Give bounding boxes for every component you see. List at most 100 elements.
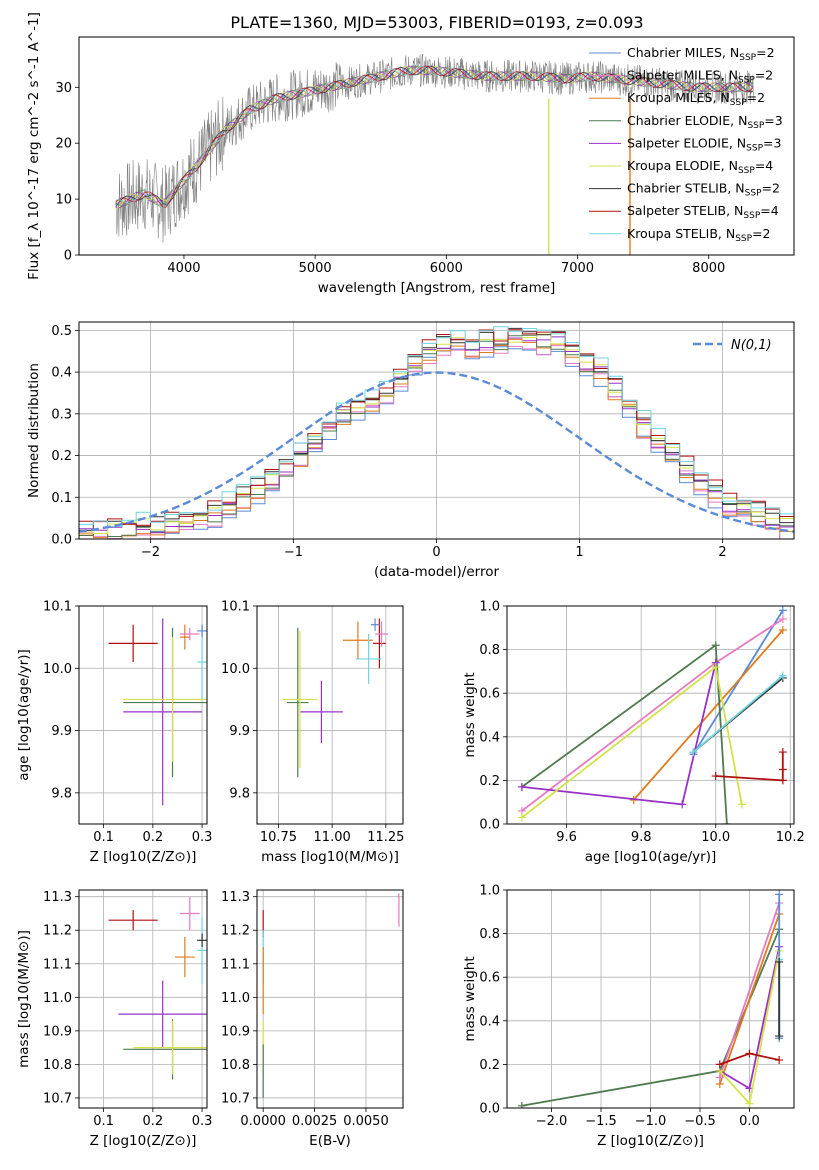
y-tick-label: 10 <box>55 193 72 208</box>
x-tick-label: −1.5 <box>585 1114 617 1129</box>
errorbar-point-2 <box>375 621 388 647</box>
errorbar-point-0 <box>108 910 158 931</box>
x-axis-label: wavelength [Angstrom, rest frame] <box>318 280 556 296</box>
x-tick-label: 10.75 <box>260 830 297 845</box>
y-tick-label: 11.0 <box>43 991 72 1006</box>
errorbar-point-1 <box>175 936 195 978</box>
series-line-8 <box>692 675 784 753</box>
y-tick-label: 9.9 <box>51 724 72 739</box>
spectrum-data-line <box>115 53 755 243</box>
plot-area <box>79 326 794 539</box>
x-tick-label: 0.2 <box>143 830 164 845</box>
errorbar-point-0 <box>108 624 158 663</box>
x-axis-label: E(B-V) <box>309 1133 351 1149</box>
series-marker <box>722 820 731 824</box>
x-tick-label: −1 <box>284 545 303 560</box>
y-tick-label: 20 <box>55 137 72 152</box>
series-marker <box>517 782 526 791</box>
x-tick-label: −2 <box>141 545 160 560</box>
model-line-7 <box>115 65 754 208</box>
y-tick-label: 11.2 <box>43 924 72 939</box>
y-tick-label: 11.0 <box>221 991 250 1006</box>
chart-5: 0.1 0.2 0.3 10.7 10.8 10.9 11.0 11.1 11.2 11.3 Z [… <box>16 889 212 1149</box>
y-tick-label: 0.0 <box>479 1102 500 1117</box>
errorbar-point-4 <box>197 624 207 638</box>
legend-suffix: =3 <box>764 113 782 128</box>
legend-suffix: =2 <box>747 90 765 105</box>
series-line-1 <box>718 913 781 1085</box>
y-tick-label: 9.8 <box>51 786 72 801</box>
y-tick-label: 9.8 <box>229 786 250 801</box>
errorbar-point-7 <box>123 637 207 762</box>
y-tick-label: 10.0 <box>221 662 250 677</box>
legend-entry: Kroupa STELIB, NSSP=2 <box>627 226 771 244</box>
normal-curve <box>79 371 794 533</box>
model-line-6 <box>115 65 754 207</box>
series-line-1 <box>521 618 784 812</box>
axes-frame <box>506 605 795 825</box>
legend-suffix: =2 <box>756 45 774 60</box>
legend-entry: Salpeter ELODIE, NSSP=3 <box>627 135 781 153</box>
legend-subscript: SSP <box>743 211 760 221</box>
errorbar-point-5 <box>123 618 203 806</box>
y-tick-label: 11.3 <box>221 890 250 905</box>
x-tick-label: 6000 <box>430 261 463 276</box>
y-tick-label: 0 <box>64 249 72 264</box>
series-marker <box>745 1099 754 1108</box>
chart-6: 0.0000 0.0025 0.0050 10.7 10.8 10.9 11.0 11.1 11… <box>221 889 404 1149</box>
histogram-2 <box>79 338 794 539</box>
y-tick-label: 0.0 <box>479 818 500 833</box>
plot-area <box>262 893 400 1098</box>
y-axis-label: mass [log10(M/M⊙)] <box>16 930 32 1068</box>
x-tick-label: 0.1 <box>93 1114 114 1129</box>
x-tick-label: 11.25 <box>367 830 404 845</box>
errorbar-point-5 <box>118 980 207 1048</box>
y-tick-label: 0.8 <box>479 927 500 942</box>
chart-3: 10.75 11.00 11.25 9.8 9.9 10.0 10.1 mass [log10… <box>221 600 404 866</box>
x-tick-label: −1.0 <box>635 1114 667 1129</box>
legend-subscript: SSP <box>735 234 752 244</box>
x-tick-label: 0.0000 <box>240 1114 286 1129</box>
y-tick-label: 10.9 <box>221 1024 250 1039</box>
legend-suffix: =4 <box>755 158 773 173</box>
x-tick-label: 0.3 <box>192 830 213 845</box>
series-line-2 <box>633 629 784 801</box>
x-tick-label: 0.0050 <box>343 1114 389 1129</box>
series-line-3 <box>521 643 728 824</box>
series-marker <box>775 1032 784 1041</box>
chart-1: −2 −1 0 1 2 0.0 0.1 0.2 0.3 0.4 0.5 (data-model)/er… <box>26 321 795 580</box>
y-axis-label: age [log10(age/yr)] <box>16 649 32 781</box>
y-tick-label: 10.0 <box>43 662 72 677</box>
series-marker <box>775 957 784 966</box>
errorbar-point-3 <box>197 916 207 984</box>
x-tick-label: 2 <box>718 545 726 560</box>
x-axis-label: (data-model)/error <box>374 564 500 580</box>
x-axis-label: Z [log10(Z/Z⊙)] <box>597 1133 704 1149</box>
legend-suffix: =4 <box>760 203 778 218</box>
y-tick-label: 10.8 <box>221 1058 250 1073</box>
errorbar-point-7 <box>133 1020 207 1075</box>
legend-entry: N(0,1) <box>731 338 772 353</box>
axes-frame <box>78 36 795 256</box>
y-tick-label: 10.9 <box>43 1024 72 1039</box>
series-marker <box>775 890 784 899</box>
series-marker <box>745 1049 754 1058</box>
chart-0: 4000 5000 6000 7000 8000 0 10 20 30 wavelength [A… <box>26 12 795 296</box>
y-tick-label: 1.0 <box>479 884 500 899</box>
y-axis-label: mass weight <box>462 672 478 757</box>
figure-title: PLATE=1360, MJD=53003, FIBERID=0193, z=0… <box>230 13 643 32</box>
histogram-7 <box>79 329 794 526</box>
y-tick-label: 11.1 <box>43 957 72 972</box>
series-marker <box>517 813 526 822</box>
y-tick-label: 10.1 <box>221 600 250 615</box>
series-marker <box>737 800 746 809</box>
axes-frame <box>256 605 404 825</box>
legend-suffix: =3 <box>763 135 781 150</box>
errorbar-point-4 <box>197 933 207 948</box>
plot-area <box>282 618 388 778</box>
legend-entry: Chabrier STELIB, NSSP=2 <box>627 181 780 199</box>
y-tick-label: 0.4 <box>479 1014 500 1029</box>
y-tick-label: 0.4 <box>479 730 500 745</box>
series-marker <box>517 1101 526 1108</box>
